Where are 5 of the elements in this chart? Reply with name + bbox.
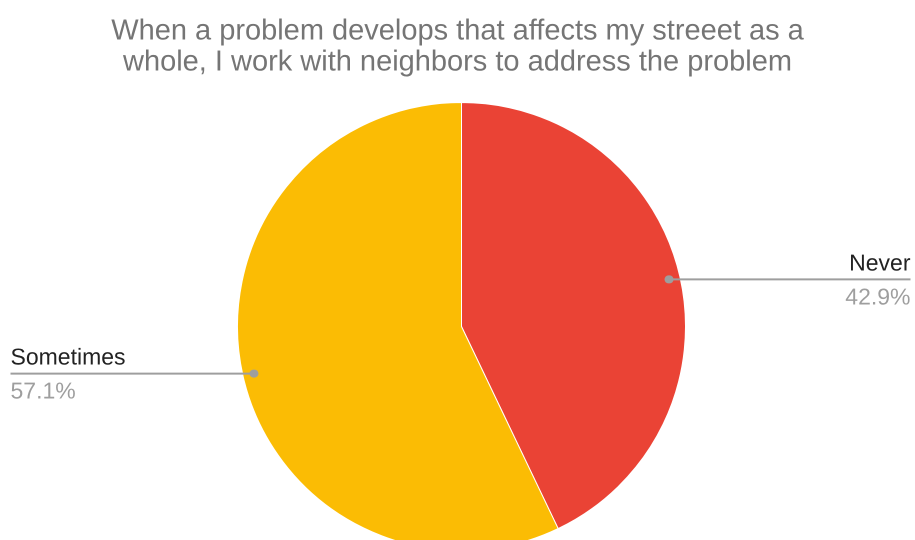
chart-title: When a problem develops that affects my streeet as a whole, I work with neighbors to address the problem xyxy=(111,14,805,78)
data-label: 42.9% xyxy=(845,283,911,310)
slice-label: Never xyxy=(849,249,911,276)
slice-label: Sometimes xyxy=(10,344,126,370)
data-label: 57.1% xyxy=(10,378,76,404)
